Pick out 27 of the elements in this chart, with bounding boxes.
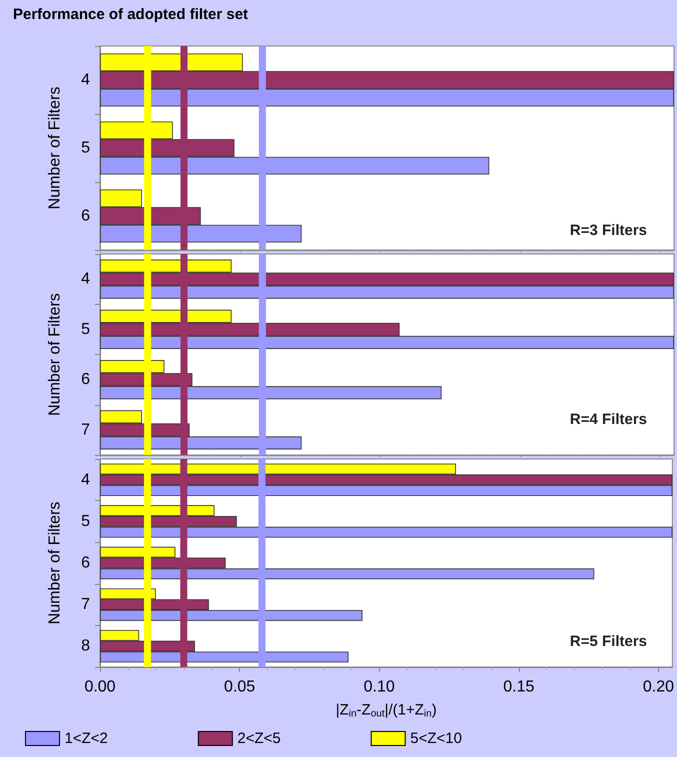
y-tick-label: 4: [81, 270, 90, 288]
y-tick-label: 5: [81, 140, 90, 156]
legend-label: 2<Z<5: [237, 730, 281, 747]
y-axis-title: Number of Filters: [46, 293, 64, 416]
y-axis-title: Number of Filters: [46, 86, 64, 210]
y-tick-label: 7: [81, 421, 90, 438]
annotation: R=3 Filters: [570, 222, 648, 239]
y-tick-label: 7: [81, 596, 90, 614]
y-tick-label: 6: [81, 208, 90, 224]
chart-title: Performance of adopted filter set: [13, 6, 248, 23]
y-tick-label: 5: [81, 512, 90, 530]
y-tick-label: 6: [81, 554, 90, 572]
x-tick-label: 0.20: [642, 678, 674, 696]
x-tick-label: 0.05: [224, 678, 256, 696]
y-tick-label: 5: [81, 320, 90, 338]
y-tick-label: 4: [81, 72, 90, 88]
y-tick-label: 4: [81, 471, 90, 488]
legend-label: 1<Z<2: [64, 730, 108, 747]
legend-label: 5<Z<10: [410, 730, 462, 747]
x-tick-label: 0.15: [503, 678, 534, 696]
y-axis-title: Number of Filters: [46, 502, 64, 624]
y-tick-label: 6: [81, 371, 90, 388]
y-tick-label: 8: [81, 638, 90, 655]
annotation: R=5 Filters: [570, 633, 648, 650]
annotation: R=4 Filters: [570, 411, 648, 428]
x-tick-label: 0.10: [364, 678, 395, 696]
x-tick-label: 0.00: [84, 678, 116, 696]
